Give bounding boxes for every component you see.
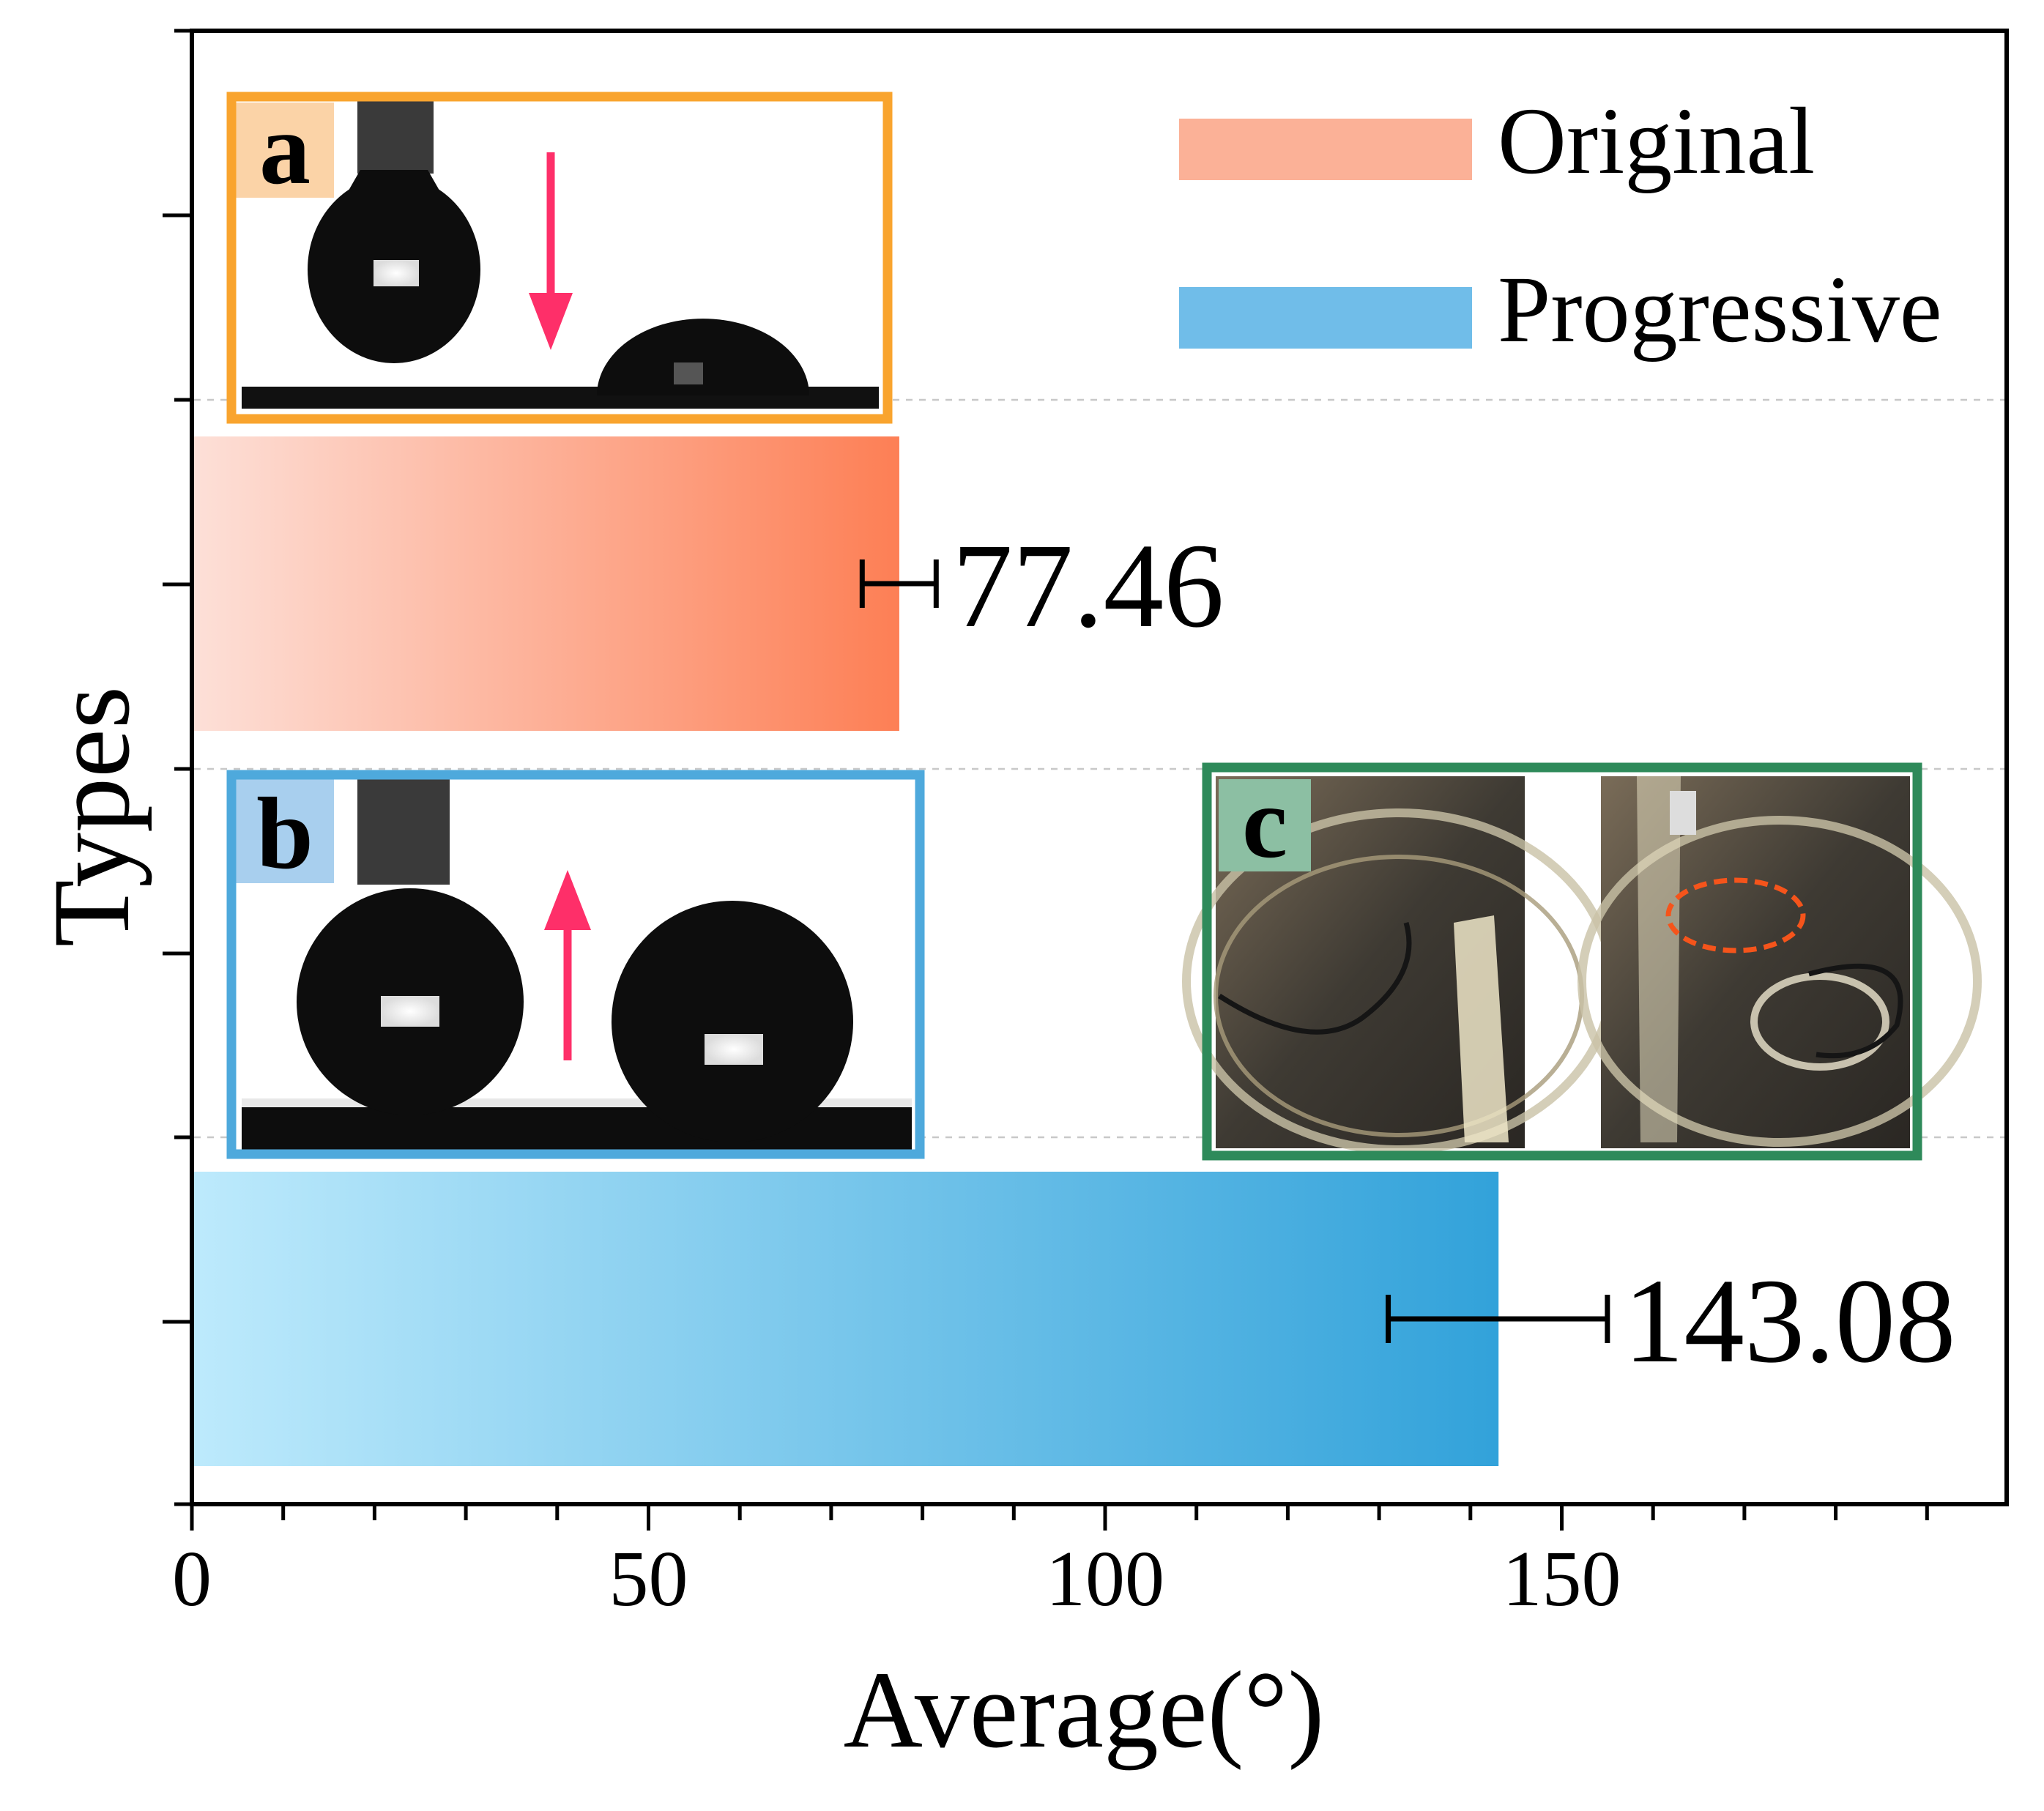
- inset-a-frame: [226, 92, 893, 424]
- legend-label-original: Original: [1498, 89, 1815, 194]
- inset-b-label-bg: [236, 779, 334, 883]
- legend-label-progressive: Progressive: [1498, 257, 1942, 362]
- inset-a: a: [226, 92, 893, 424]
- value-label-progressive: 143.08: [1624, 1254, 1956, 1388]
- inset-a-label: a: [259, 92, 311, 206]
- error-bar-original: [859, 559, 939, 608]
- inset-a-label-bg: [236, 103, 334, 198]
- inset-b-needle: [357, 775, 450, 885]
- inset-c-label: c: [1242, 766, 1287, 880]
- inset-c-highlight-ellipse: [1665, 877, 1806, 953]
- inset-b-sessile-drop: [612, 901, 853, 1142]
- down-arrow-icon: [529, 152, 573, 350]
- bar-original: [192, 436, 899, 731]
- x-tick-label: 100: [1046, 1536, 1164, 1623]
- y-axis-title: Types: [31, 686, 152, 947]
- x-axis-ticks: 0 50 100 150: [172, 1504, 1929, 1623]
- legend-swatch-original: [1179, 119, 1472, 180]
- x-tick-label: 150: [1503, 1536, 1621, 1623]
- x-axis-title: Average(°): [844, 1649, 1325, 1771]
- value-label-original: 77.46: [952, 518, 1224, 652]
- inset-c: c: [1182, 762, 1982, 1161]
- inset-b-frame: [226, 770, 925, 1159]
- x-tick-label: 50: [609, 1536, 688, 1623]
- y-axis-ticks: [163, 29, 192, 1506]
- legend: Original Progressive: [1179, 89, 1942, 362]
- legend-swatch-progressive: [1179, 287, 1472, 349]
- bar-progressive: [192, 1172, 1499, 1466]
- inset-b-label: b: [256, 777, 313, 890]
- inset-a-sessile-drop: [597, 319, 809, 395]
- inset-b-substrate: [242, 1107, 912, 1151]
- inset-c-frame: [1202, 762, 1922, 1161]
- bars-group: 77.46 143.08: [192, 436, 1956, 1466]
- inset-c-label-bg: [1219, 779, 1311, 871]
- up-arrow-icon: [544, 870, 591, 1060]
- error-bar-progressive: [1386, 1295, 1610, 1343]
- inset-c-photo-right: [1577, 776, 1982, 1148]
- inset-a-needle: [357, 97, 434, 174]
- inset-a-drop-neck: [349, 170, 439, 190]
- inset-b: b: [226, 770, 925, 1159]
- x-tick-label: 0: [172, 1536, 212, 1623]
